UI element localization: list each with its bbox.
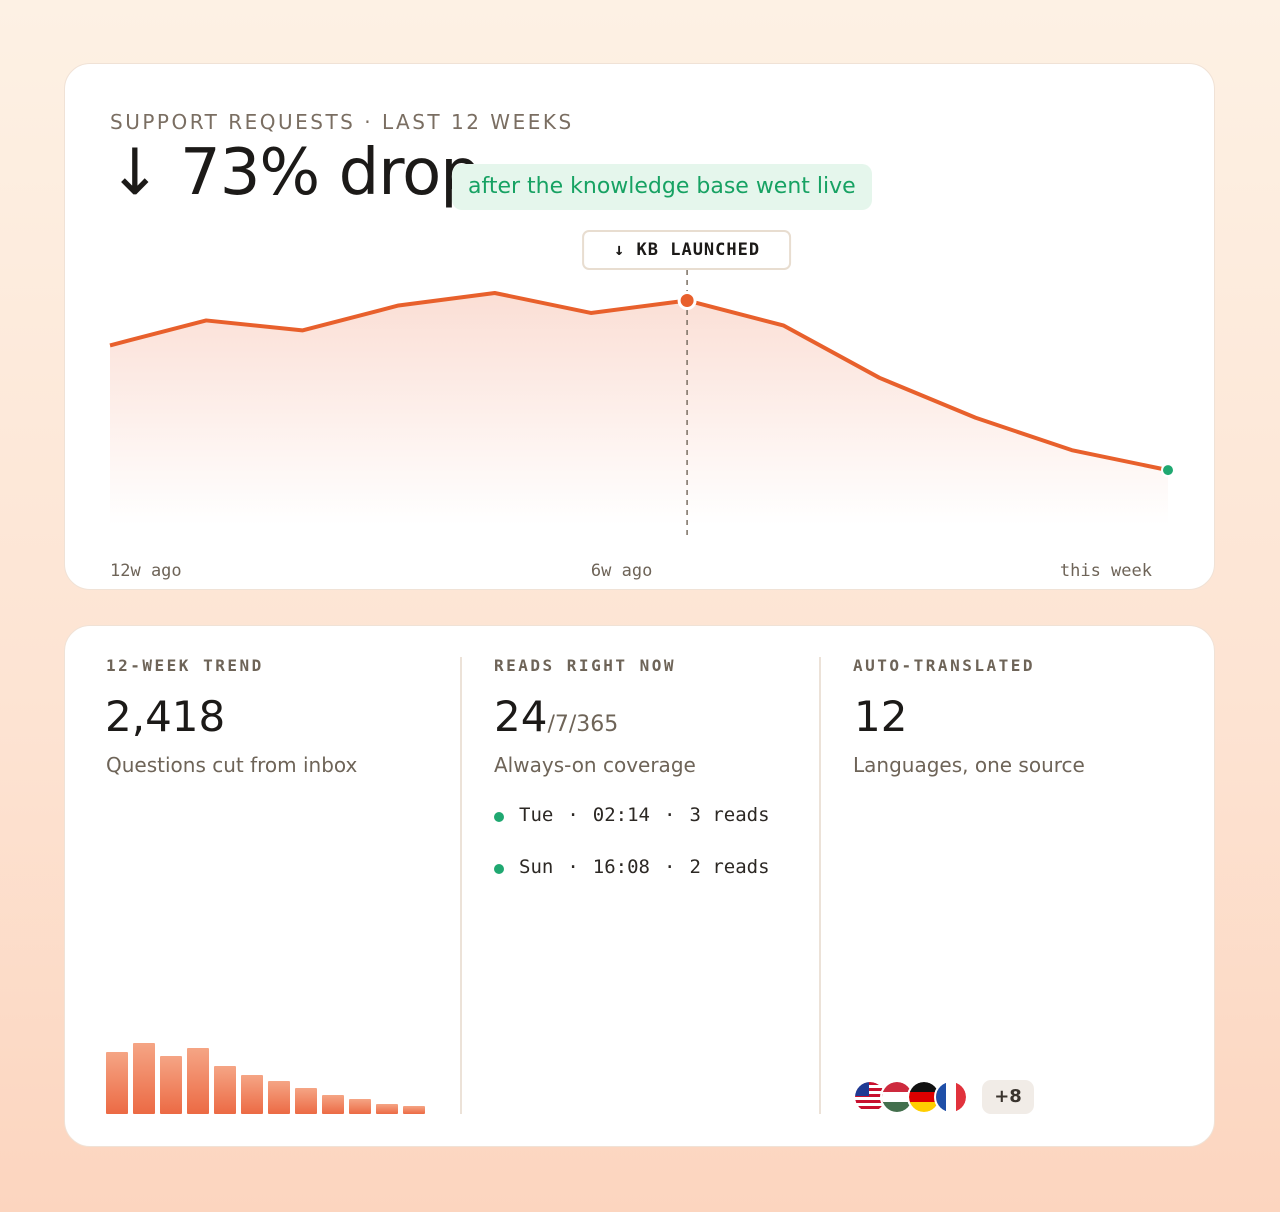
read-part: 16:08 [592,856,650,878]
read-text: Sun · 16:08 · 2 reads [519,856,770,878]
x-tick-label: this week [1060,561,1152,581]
bar [349,1099,371,1114]
stat-label: READS RIGHT NOW [494,656,676,675]
read-part: · [567,856,579,878]
area [110,293,1168,525]
bar [322,1095,344,1114]
stat-label: 12-WEEK TREND [106,656,264,675]
read-part: 2 reads [689,856,770,878]
eyebrow: SUPPORT REQUESTS · LAST 12 WEEKS [110,110,574,134]
read-part: 02:14 [592,804,650,826]
flag-de [909,1082,939,1112]
bar [187,1048,209,1114]
read-part: Tue [519,804,554,826]
divider [819,657,821,1114]
bar [106,1052,128,1114]
stat-value: 24 [494,692,548,741]
stat-value: 12 [854,692,908,741]
flag-fr [936,1082,966,1112]
annotation-point [677,290,697,310]
more-languages: +8 [982,1080,1034,1114]
read-part: 3 reads [689,804,770,826]
stats-card [64,625,1215,1147]
status-dot [494,812,504,822]
stat-value: 2,418 [105,692,226,741]
stat-caption: Questions cut from inbox [106,753,358,777]
flag-hu [882,1082,912,1112]
headline: ↓ 73% drop [108,136,481,210]
bar [241,1075,263,1114]
bar [403,1106,425,1114]
x-tick-label: 12w ago [110,561,182,581]
read-text: Tue · 02:14 · 3 reads [519,804,770,826]
bar [214,1066,236,1114]
stat-value-wrap: 24/7/365 [494,692,618,741]
badge: after the knowledge base went live [452,164,872,210]
stat-caption: Always-on coverage [494,753,696,777]
stat-suffix: /7/365 [547,712,619,737]
annotation-label: ↓ KB LAUNCHED [614,240,760,260]
read-part: · [567,804,579,826]
bar [133,1043,155,1114]
read-part: · [663,804,676,826]
line [109,291,1169,473]
annotation-box [582,230,792,270]
status-dot [494,864,504,874]
stat-caption: Languages, one source [853,753,1085,777]
x-tick-label: 6w ago [591,561,652,581]
bar [295,1088,317,1114]
bar [160,1056,182,1114]
stat-label: AUTO-TRANSLATED [853,656,1035,675]
bar [268,1081,290,1114]
read-part: Sun [519,856,554,878]
divider [460,657,462,1114]
end-point [1161,463,1175,478]
flags [853,1080,968,1114]
bar [376,1104,398,1114]
read-part: · [663,856,676,878]
